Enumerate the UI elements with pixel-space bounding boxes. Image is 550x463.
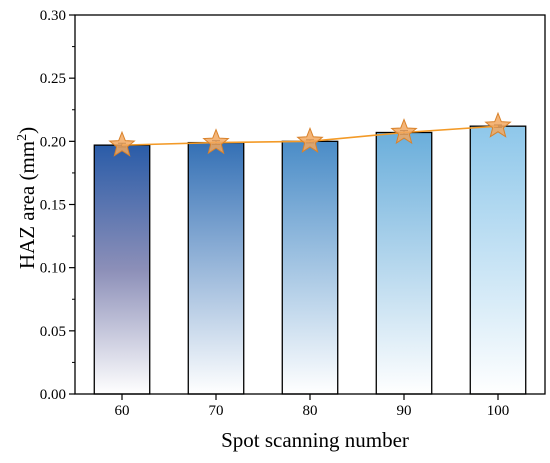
y-axis-title-main: HAZ area (mm: [15, 141, 39, 269]
y-tick-label-0.15: 0.15: [40, 198, 66, 214]
x-tick-label-100: 100: [487, 403, 510, 419]
y-tick-label-0.05: 0.05: [40, 324, 66, 340]
y-tick-label-0.20: 0.20: [40, 134, 66, 150]
y-tick-label-0.30: 0.30: [40, 8, 66, 24]
x-tick-label-80: 80: [303, 403, 318, 419]
y-tick-label-0.10: 0.10: [40, 261, 66, 277]
marker-60: [108, 130, 136, 157]
x-ticks: 60 70 80 90 100: [115, 394, 510, 419]
y-tick-label-0.00: 0.00: [40, 387, 66, 403]
y-axis-title-superscript: 2: [15, 134, 30, 141]
bar-80: [281, 140, 339, 395]
star-markers: [108, 111, 512, 157]
y-axis-title: HAZ area (mm2): [15, 127, 39, 269]
x-tick-label-70: 70: [209, 403, 224, 419]
bar-70: [187, 141, 245, 395]
bar-100: [469, 125, 527, 395]
x-tick-label-60: 60: [115, 403, 130, 419]
marker-100: [484, 111, 512, 138]
bar-90: [375, 131, 433, 395]
y-ticks: 0.00 0.05 0.10 0.15 0.20 0.25 0.30: [40, 8, 75, 403]
marker-80: [296, 126, 324, 153]
x-axis-title: Spot scanning number: [221, 428, 409, 452]
x-tick-label-90: 90: [397, 403, 412, 419]
marker-70: [202, 128, 230, 155]
y-axis-title-tail: ): [15, 127, 39, 134]
y-tick-label-0.25: 0.25: [40, 71, 66, 87]
bars: [93, 125, 527, 395]
marker-90: [390, 118, 418, 145]
bar-60: [93, 144, 151, 395]
